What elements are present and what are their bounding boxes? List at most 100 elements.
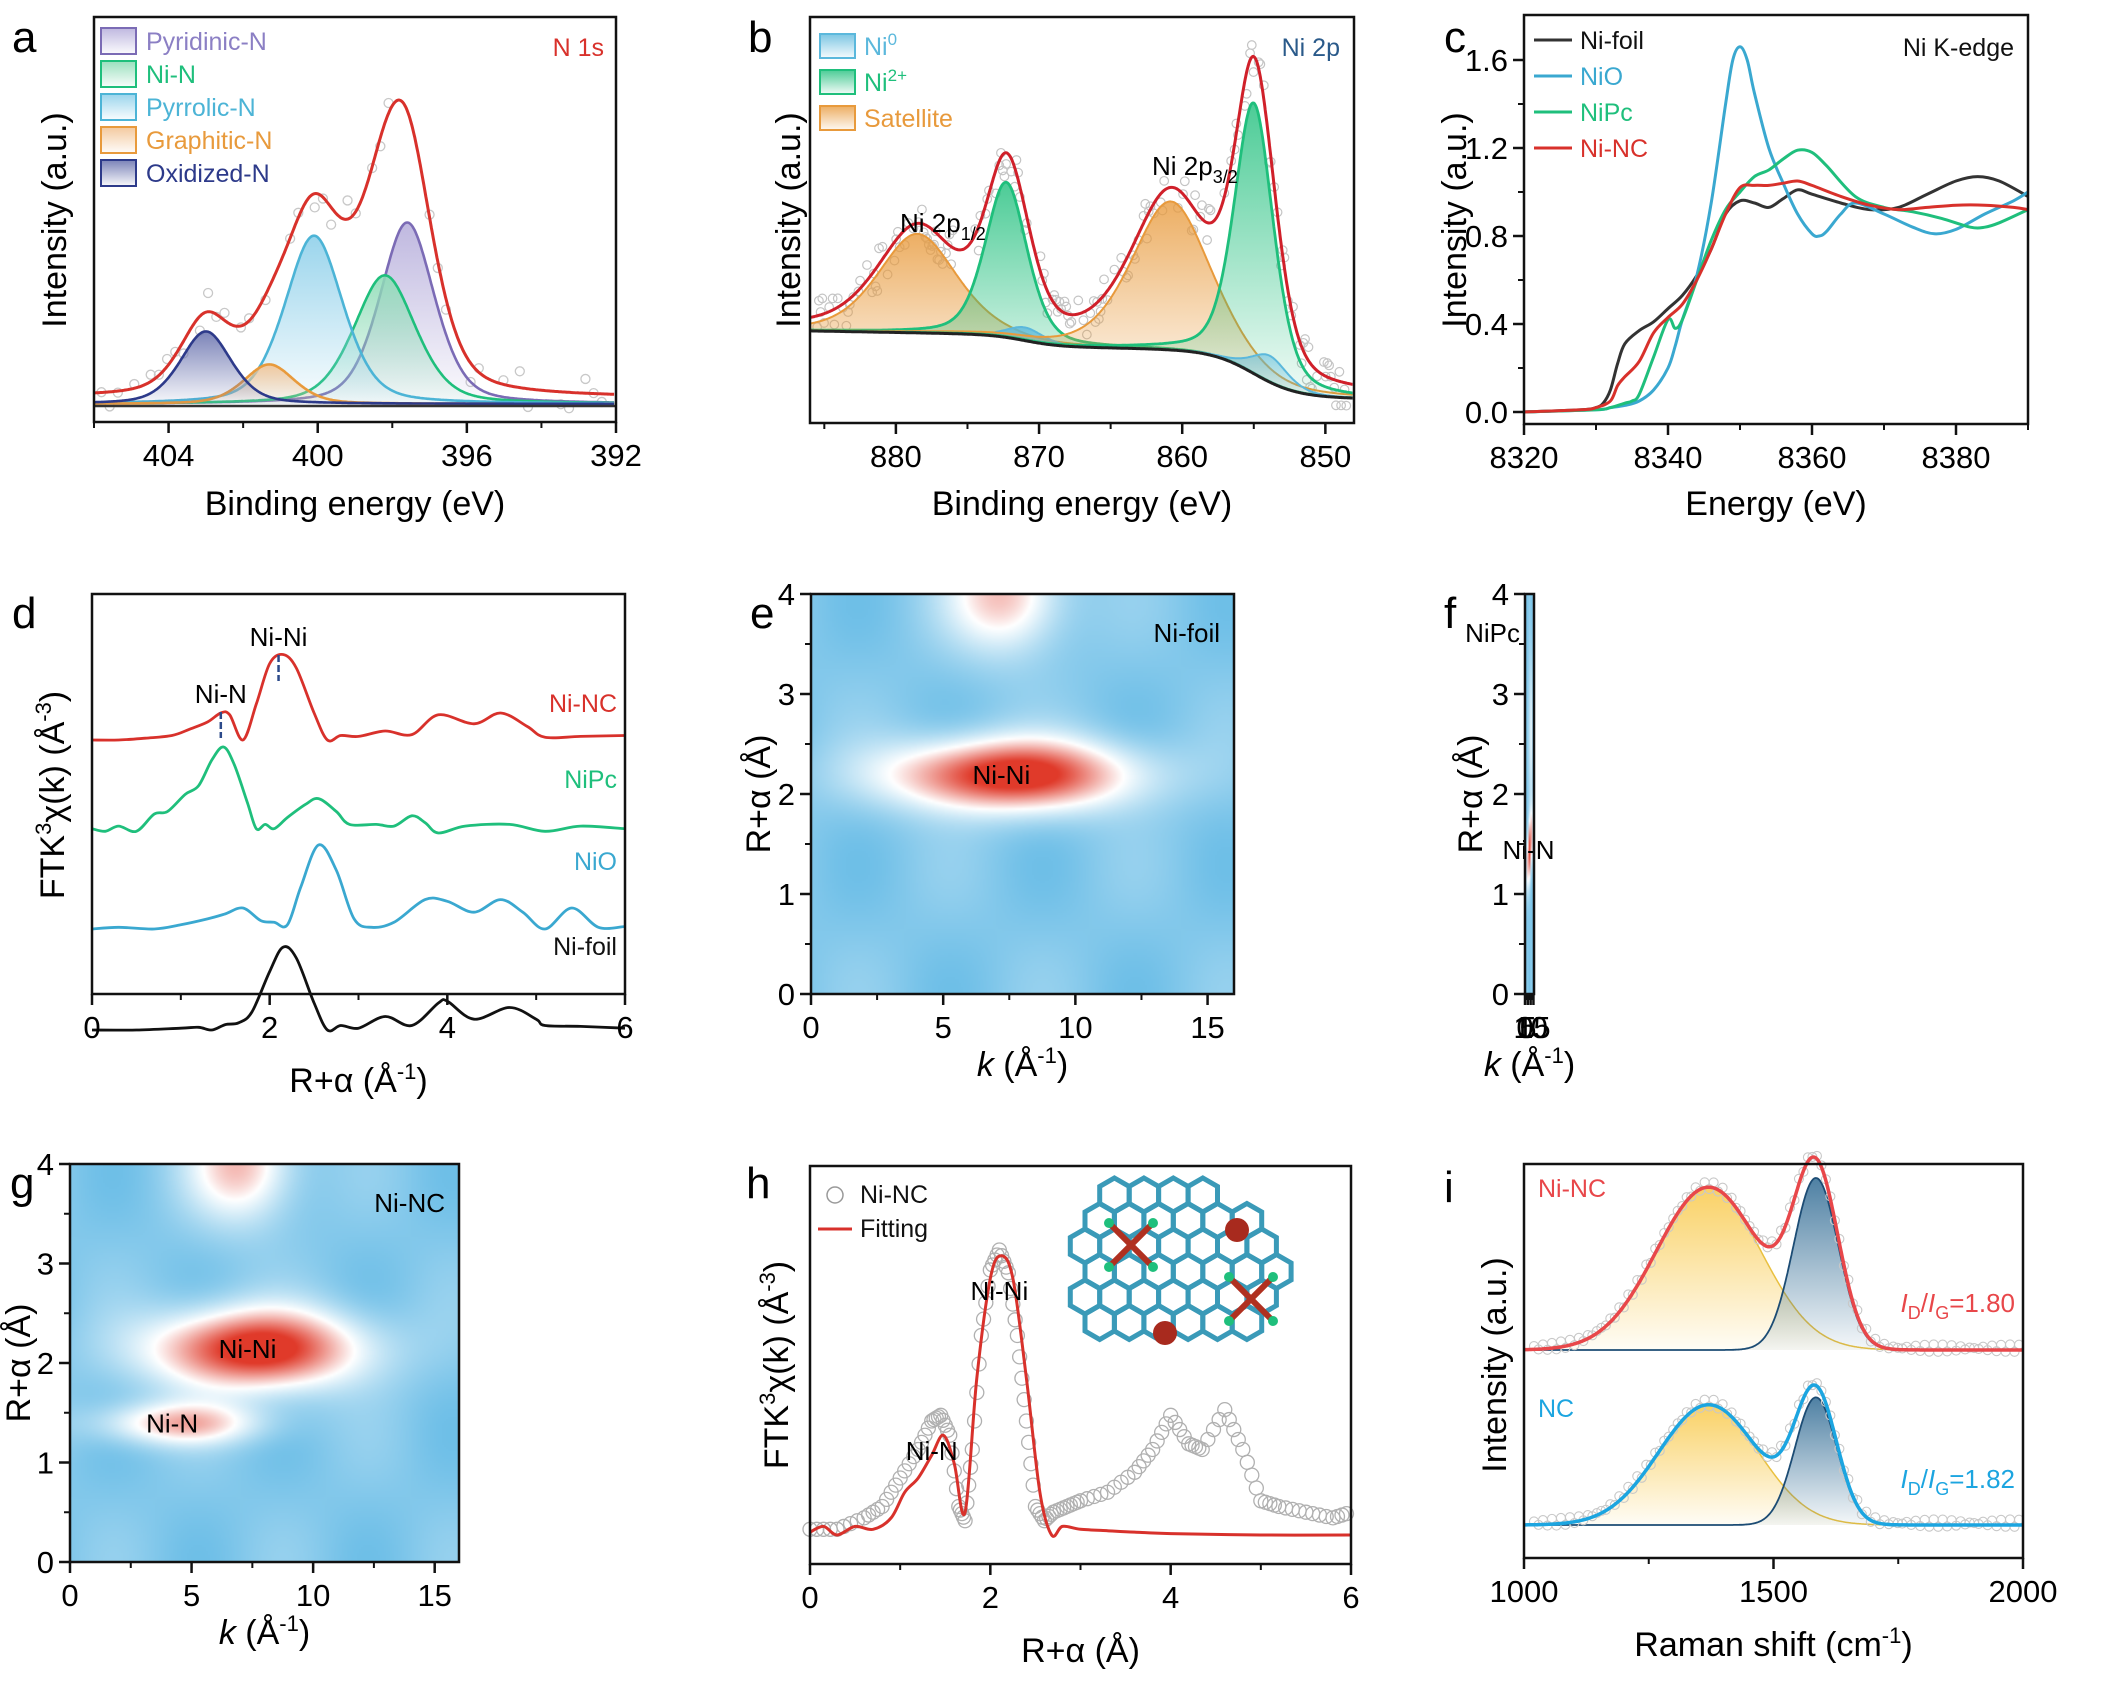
data-point-ni-nc bbox=[1072, 1493, 1089, 1509]
data-point bbox=[1099, 274, 1109, 285]
data-point bbox=[1300, 334, 1310, 344]
data-point-ni-nc bbox=[920, 1420, 936, 1436]
y-label-sup: -3 bbox=[31, 702, 56, 722]
panel-b-ni2p-xps: 880 870 860 850 Binding energy (eV) Intensity… bbox=[740, 0, 1380, 560]
envelope-Ni-NC bbox=[1523, 1155, 2023, 1352]
data-point-ni-nc bbox=[1021, 1434, 1037, 1451]
data-point-ni-nc bbox=[1016, 1391, 1032, 1408]
ratio-label-Ni-NC: ID/IG=1.80 bbox=[1900, 1288, 2015, 1323]
data-point bbox=[514, 366, 525, 377]
title-n1s: N 1s bbox=[553, 34, 604, 62]
heatmap-title-e: Ni-foil bbox=[1154, 618, 1220, 648]
data-point bbox=[1645, 1459, 1656, 1470]
data-point bbox=[1919, 1514, 1930, 1525]
x-axis-label-sup: -1 bbox=[1037, 1043, 1057, 1068]
y-label-part: ) bbox=[758, 1261, 796, 1272]
data-point bbox=[1654, 1445, 1665, 1456]
legend-swatch-Pyridinic-N bbox=[100, 27, 137, 55]
data-point bbox=[2009, 1346, 2020, 1357]
plot-frame-a bbox=[92, 15, 618, 424]
component-fill-Pyrrolic-N bbox=[94, 235, 616, 404]
x-axis-label-sup: -1 bbox=[397, 1059, 417, 1084]
y-tick-label-c: 0.4 bbox=[1465, 307, 1508, 342]
x-axis-label-c: Energy (eV) bbox=[1685, 485, 1866, 523]
plot-frame-d bbox=[90, 592, 627, 996]
data-point-ni-nc bbox=[1135, 1453, 1152, 1469]
data-point bbox=[1179, 176, 1190, 187]
nitrogen-atom bbox=[1104, 1262, 1114, 1272]
x-tick-label-f: 10 bbox=[1513, 1010, 1547, 1045]
legend-label-NiO: NiO bbox=[1580, 63, 1623, 91]
legend-sup: 2+ bbox=[888, 66, 907, 85]
x-axis-label-b: Binding energy (eV) bbox=[932, 485, 1233, 523]
data-point bbox=[1064, 318, 1075, 329]
x-axis-label-tail: ) bbox=[1564, 1046, 1575, 1084]
nitrogen-atom bbox=[1224, 1272, 1234, 1282]
data-point bbox=[1919, 1339, 1930, 1350]
y-tick-label-f: 3 bbox=[1492, 677, 1509, 712]
panel-label-g: g bbox=[10, 1159, 34, 1208]
data-point-ni-nc bbox=[1041, 1508, 1057, 1525]
data-point bbox=[855, 275, 866, 286]
data-point bbox=[1324, 360, 1334, 371]
data-point bbox=[1334, 366, 1345, 377]
d-band-fill-NC bbox=[1524, 1404, 2023, 1525]
x-axis-label-part: (Å bbox=[236, 1614, 280, 1652]
data-point-ni-nc bbox=[1018, 1413, 1035, 1429]
y-tick-label-g: 0 bbox=[37, 1545, 54, 1580]
x-tick-label-d: 6 bbox=[616, 1010, 633, 1045]
x-tick-label-a: 404 bbox=[143, 438, 195, 473]
x-axis-label-a: Binding energy (eV) bbox=[205, 485, 506, 523]
lattice-hexagon bbox=[1082, 1302, 1117, 1343]
ratio-I: I bbox=[1928, 1288, 1935, 1318]
data-point bbox=[891, 234, 902, 245]
y-tick-label-e: 3 bbox=[778, 677, 795, 712]
data-point-ni-nc bbox=[1014, 1370, 1030, 1386]
data-point bbox=[317, 193, 329, 204]
data-point-ni-nc bbox=[1009, 1327, 1026, 1344]
data-point-ni-nc bbox=[842, 1515, 859, 1532]
chart-e: Ni-Ni 0 5 10 15 0 1 2 3 4 k (Å-1) R+α (Å) e Ni-foil bbox=[740, 577, 1236, 1084]
y-label-part: ) bbox=[34, 691, 72, 702]
legend-label-Satellite: Satellite bbox=[864, 105, 953, 133]
x-tick-label-f: 0 bbox=[1516, 1010, 1533, 1045]
x-axis-label-tail: ) bbox=[299, 1614, 310, 1652]
y-axis-label-i: Intensity (a.u.) bbox=[1476, 1257, 1514, 1472]
data-point bbox=[1627, 1483, 1638, 1494]
data-point-ni-nc bbox=[1239, 1454, 1255, 1470]
panel-label-c: c bbox=[1444, 13, 1466, 62]
data-point bbox=[1159, 175, 1170, 186]
data-point-ni-nc bbox=[1262, 1495, 1278, 1512]
data-point bbox=[1059, 296, 1070, 307]
x-tick-label-h: 6 bbox=[1342, 1580, 1359, 1615]
data-point bbox=[917, 204, 927, 215]
title-ni2p: Ni 2p bbox=[1282, 34, 1340, 62]
nitrogen-atom bbox=[1224, 1316, 1234, 1326]
data-point bbox=[1618, 1302, 1629, 1313]
data-point bbox=[325, 219, 337, 230]
chart-b: 880 870 860 850 Binding energy (eV) Intensity… bbox=[748, 13, 1356, 523]
data-point bbox=[342, 195, 353, 206]
y-tick-label-f: 0 bbox=[1492, 977, 1509, 1012]
ni-n4-bond bbox=[1228, 1276, 1274, 1322]
series-line-NiO bbox=[91, 843, 626, 931]
y-label-part: FTK bbox=[34, 835, 72, 900]
panel-f-wt-nipc: Ni-N 0 5 10 15 0 1 2 3 4 k (Å-1) R+α (Å) f NiPc bbox=[1420, 570, 2126, 1130]
data-point bbox=[913, 217, 924, 228]
legend-label-fitting: Fitting bbox=[860, 1215, 928, 1243]
x-axis-label-part: Raman shift (cm bbox=[1634, 1626, 1882, 1664]
x-axis-label-sup: -1 bbox=[1882, 1623, 1902, 1648]
nitrogen-atom bbox=[1148, 1262, 1158, 1272]
data-point bbox=[1609, 1499, 1620, 1510]
heatmap-title-f: NiPc bbox=[1465, 618, 1520, 648]
legend-label-ni-nc: Ni-NC bbox=[860, 1181, 928, 1209]
title-k-edge: Ni K-edge bbox=[1903, 34, 2014, 62]
data-point bbox=[999, 171, 1010, 182]
data-point bbox=[1248, 67, 1259, 77]
y-label-sup: 3 bbox=[755, 1393, 780, 1405]
annotation-Ni-Ni: Ni-Ni bbox=[970, 1276, 1028, 1306]
x-tick-label-i: 1500 bbox=[1739, 1574, 1808, 1609]
legend-swatch-Oxidized-N bbox=[100, 159, 137, 187]
data-point-ni-nc bbox=[865, 1504, 881, 1520]
